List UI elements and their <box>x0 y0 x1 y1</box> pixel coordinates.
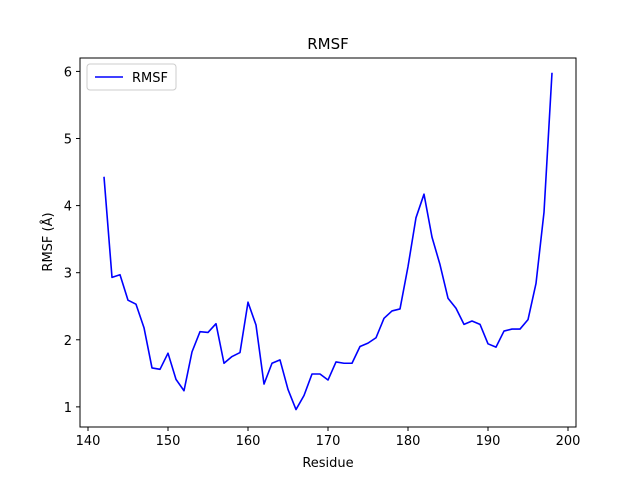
x-tick-label: 200 <box>556 434 581 449</box>
y-tick-label: 4 <box>64 200 72 215</box>
plot-area-frame <box>79 57 577 428</box>
y-tick-label: 1 <box>64 401 72 416</box>
chart-title: RMSF <box>307 35 349 53</box>
y-tick-label: 2 <box>64 334 72 349</box>
x-tick-label: 170 <box>316 434 341 449</box>
x-tick-label: 190 <box>476 434 501 449</box>
y-tick-label: 6 <box>64 65 72 80</box>
series-layer <box>103 72 553 411</box>
y-tick-label: 5 <box>64 133 72 148</box>
series-line-rmsf <box>103 72 553 411</box>
y-axis-label: RMSF (Å) <box>40 212 56 271</box>
y-tick-label: 3 <box>64 267 72 282</box>
x-tick-label: 160 <box>236 434 261 449</box>
x-tick-label: 180 <box>396 434 421 449</box>
x-tick-label: 150 <box>156 434 181 449</box>
x-tick-label: 140 <box>76 434 101 449</box>
legend-box <box>86 63 177 91</box>
x-axis-label: Residue <box>302 456 353 471</box>
legend: RMSF <box>86 63 177 91</box>
axis-ticks: 140 150 160 170 180 190 200 1 2 3 4 5 6 <box>64 65 581 449</box>
legend-label: RMSF <box>132 71 168 86</box>
